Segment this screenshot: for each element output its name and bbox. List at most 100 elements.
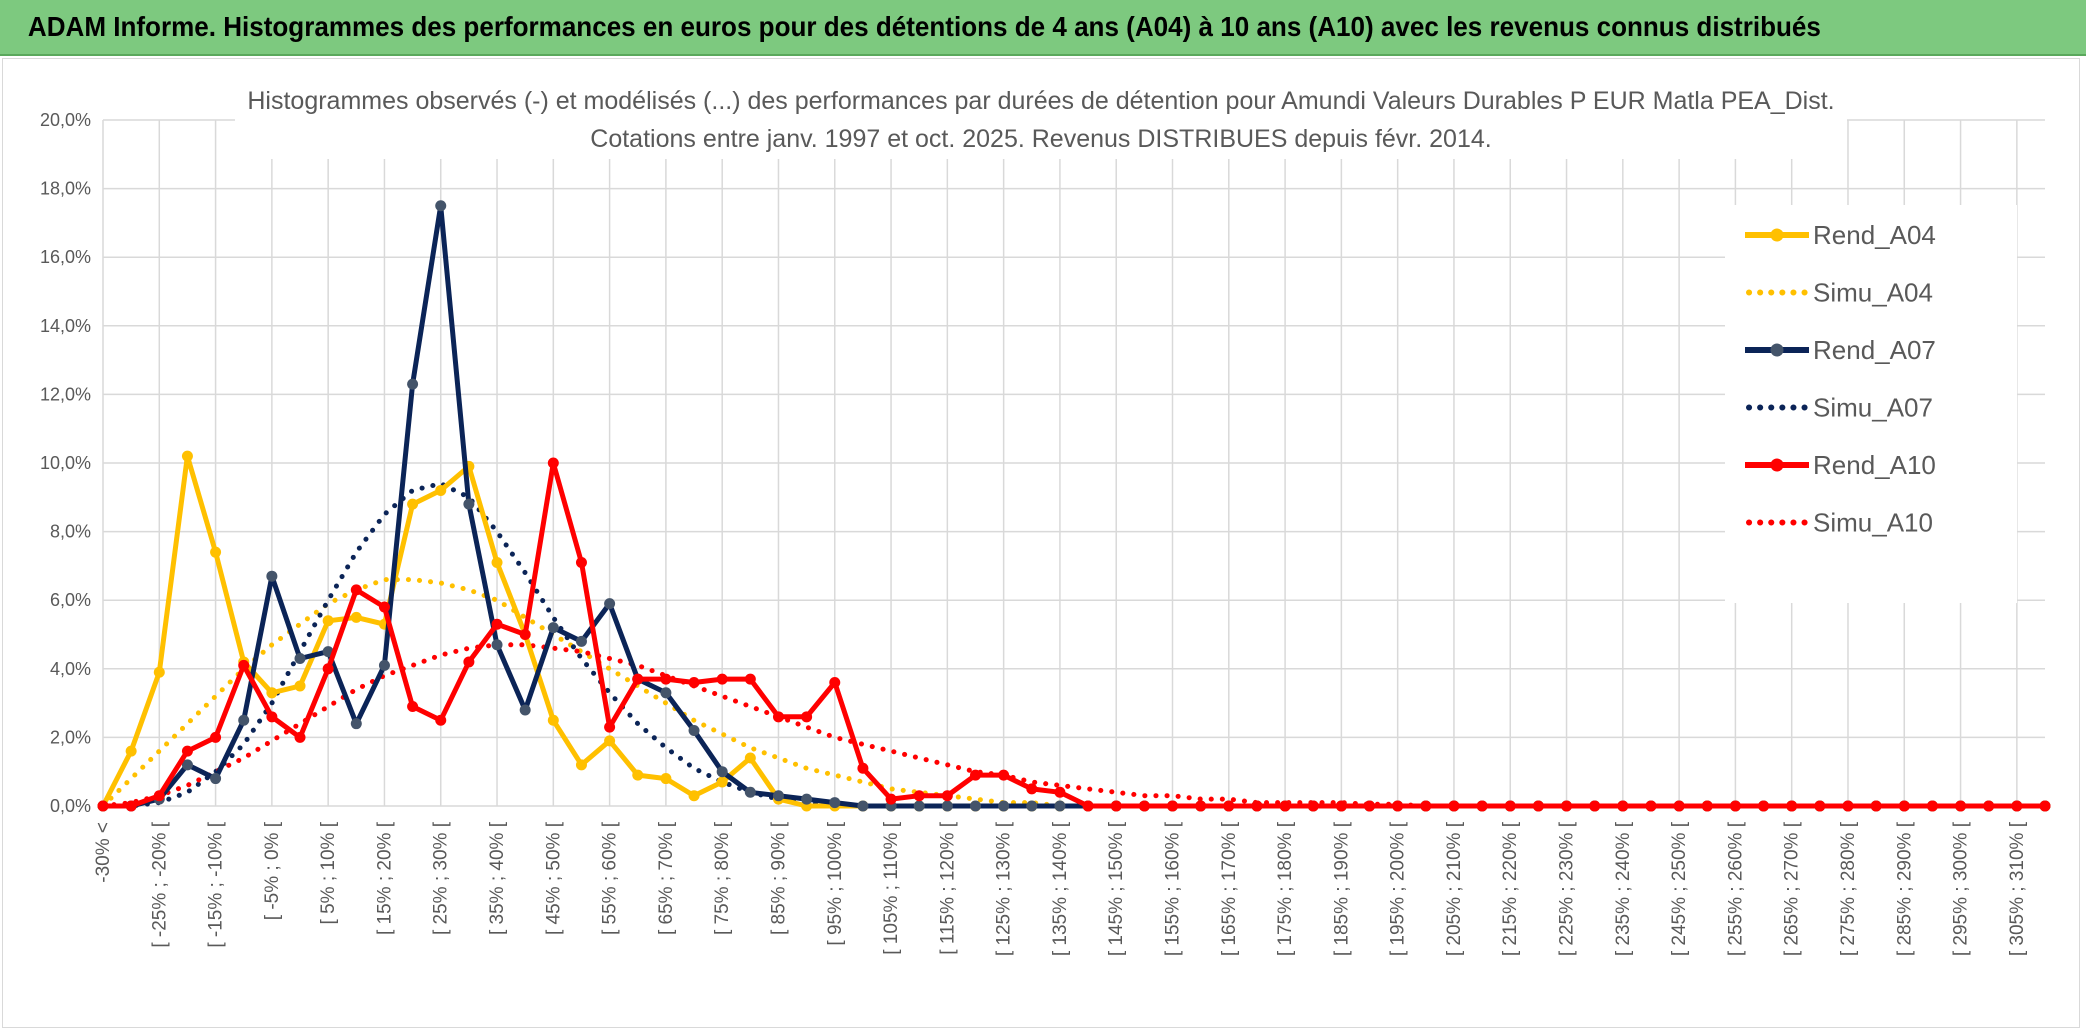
y-tick-label: 4,0% <box>50 659 91 679</box>
data-point <box>266 687 278 699</box>
data-point <box>1476 800 1488 812</box>
data-point <box>1701 800 1713 812</box>
data-point <box>1758 800 1770 812</box>
data-point <box>1110 800 1122 812</box>
data-point <box>1898 800 1910 812</box>
chart-subtitle: Cotations entre janv. 1997 et oct. 2025.… <box>590 125 1491 153</box>
data-point <box>350 584 362 596</box>
y-tick-label: 16,0% <box>40 247 91 267</box>
data-point <box>1955 800 1967 812</box>
data-point <box>2039 800 2051 812</box>
data-point <box>238 714 250 726</box>
legend-marker <box>1770 458 1784 472</box>
data-point <box>969 800 981 812</box>
data-point <box>1729 800 1741 812</box>
data-point <box>660 773 672 785</box>
y-tick-label: 8,0% <box>50 522 91 542</box>
y-tick-label: 10,0% <box>40 453 91 473</box>
data-point <box>604 735 616 747</box>
data-point <box>407 701 419 713</box>
report-title: ADAM Informe. Histogrammes des performan… <box>27 11 1821 42</box>
data-point <box>1392 800 1404 812</box>
legend: Rend_A04 Simu_A04 Rend_A07 Simu_A07 Rend_A10… <box>1725 205 2017 603</box>
data-point <box>435 484 447 496</box>
data-point <box>1617 800 1629 812</box>
data-point <box>1054 800 1066 812</box>
data-point <box>1504 800 1516 812</box>
data-point <box>294 653 306 665</box>
data-point <box>491 639 503 651</box>
x-tick-label: [ -25% ; -20% [ <box>149 821 170 947</box>
data-point <box>688 790 700 802</box>
x-tick-label: [ 185% ; 190% [ <box>1331 821 1352 956</box>
data-point <box>1279 800 1291 812</box>
data-point <box>716 766 728 778</box>
x-tick-label: [ 305% ; 310% [ <box>2007 821 2028 956</box>
x-tick-label: [ 195% ; 200% [ <box>1388 821 1409 956</box>
y-tick-label: 14,0% <box>40 316 91 336</box>
data-point <box>1223 800 1235 812</box>
data-point <box>1026 783 1038 795</box>
data-point <box>744 673 756 685</box>
data-point <box>463 656 475 668</box>
x-tick-label: -30% < <box>93 822 114 883</box>
y-tick-label: 12,0% <box>40 384 91 404</box>
data-point <box>519 629 531 640</box>
x-tick-label: [ 215% ; 220% [ <box>1500 821 1521 956</box>
x-tick-label: [ 75% ; 80% [ <box>712 821 733 935</box>
data-point <box>181 450 193 462</box>
data-point <box>829 677 841 689</box>
data-point <box>266 711 278 723</box>
data-point <box>491 618 503 630</box>
legend-marker <box>1770 343 1784 357</box>
x-tick-label: [ 145% ; 150% [ <box>1106 821 1127 956</box>
y-axis-ticks: 0,0% 2,0% 4,0% 6,0% 8,0% 10,0% 12,0% 14,0% 16,0%… <box>40 110 91 816</box>
data-point <box>1814 800 1826 812</box>
data-point <box>378 659 390 671</box>
y-tick-label: 2,0% <box>50 727 91 747</box>
report-banner: ADAM Informe. Histogrammes des performan… <box>0 0 2086 56</box>
data-point <box>322 615 334 627</box>
data-point <box>1645 800 1657 812</box>
x-tick-label: [ 15% ; 20% [ <box>374 821 395 935</box>
data-point <box>435 200 447 212</box>
data-point <box>547 714 559 726</box>
x-tick-label: [ 45% ; 50% [ <box>543 821 564 935</box>
data-point <box>322 663 334 675</box>
data-point <box>998 769 1010 781</box>
data-point <box>1138 800 1150 812</box>
x-tick-label: [ 155% ; 160% [ <box>1163 821 1184 956</box>
data-point <box>941 790 953 802</box>
y-tick-label: 18,0% <box>40 179 91 199</box>
legend-marker <box>1770 228 1784 242</box>
legend-item-rend-a10: Rend_A10 <box>1745 450 1936 480</box>
data-point <box>1195 800 1207 812</box>
data-point <box>238 659 250 671</box>
x-tick-label: [ 95% ; 100% [ <box>825 821 846 945</box>
data-point <box>1251 800 1263 812</box>
data-point <box>1335 800 1347 812</box>
x-tick-label: [ 105% ; 110% [ <box>881 821 902 954</box>
data-point <box>632 769 644 781</box>
data-point <box>772 711 784 723</box>
data-point <box>1082 800 1094 812</box>
legend-item-simu-a04: Simu_A04 <box>1746 278 1933 308</box>
x-tick-label: [ 235% ; 240% [ <box>1613 821 1634 956</box>
data-point <box>181 745 193 757</box>
data-point <box>688 677 700 689</box>
x-tick-label: [ 5% ; 10% [ <box>318 821 339 924</box>
x-tick-label: [ 35% ; 40% [ <box>487 821 508 935</box>
data-point <box>491 556 503 568</box>
data-point <box>1673 800 1685 812</box>
y-tick-label: 0,0% <box>50 796 91 816</box>
data-point <box>350 611 362 623</box>
y-tick-label: 20,0% <box>40 110 91 130</box>
data-point <box>1307 800 1319 812</box>
data-point <box>716 673 728 685</box>
x-tick-label: [ 265% ; 270% [ <box>1782 821 1803 956</box>
x-tick-label: [ 125% ; 130% [ <box>994 821 1015 956</box>
x-tick-label: [ 295% ; 300% [ <box>1951 821 1972 956</box>
data-point <box>1842 800 1854 812</box>
data-point <box>575 556 587 568</box>
data-point <box>716 776 728 788</box>
